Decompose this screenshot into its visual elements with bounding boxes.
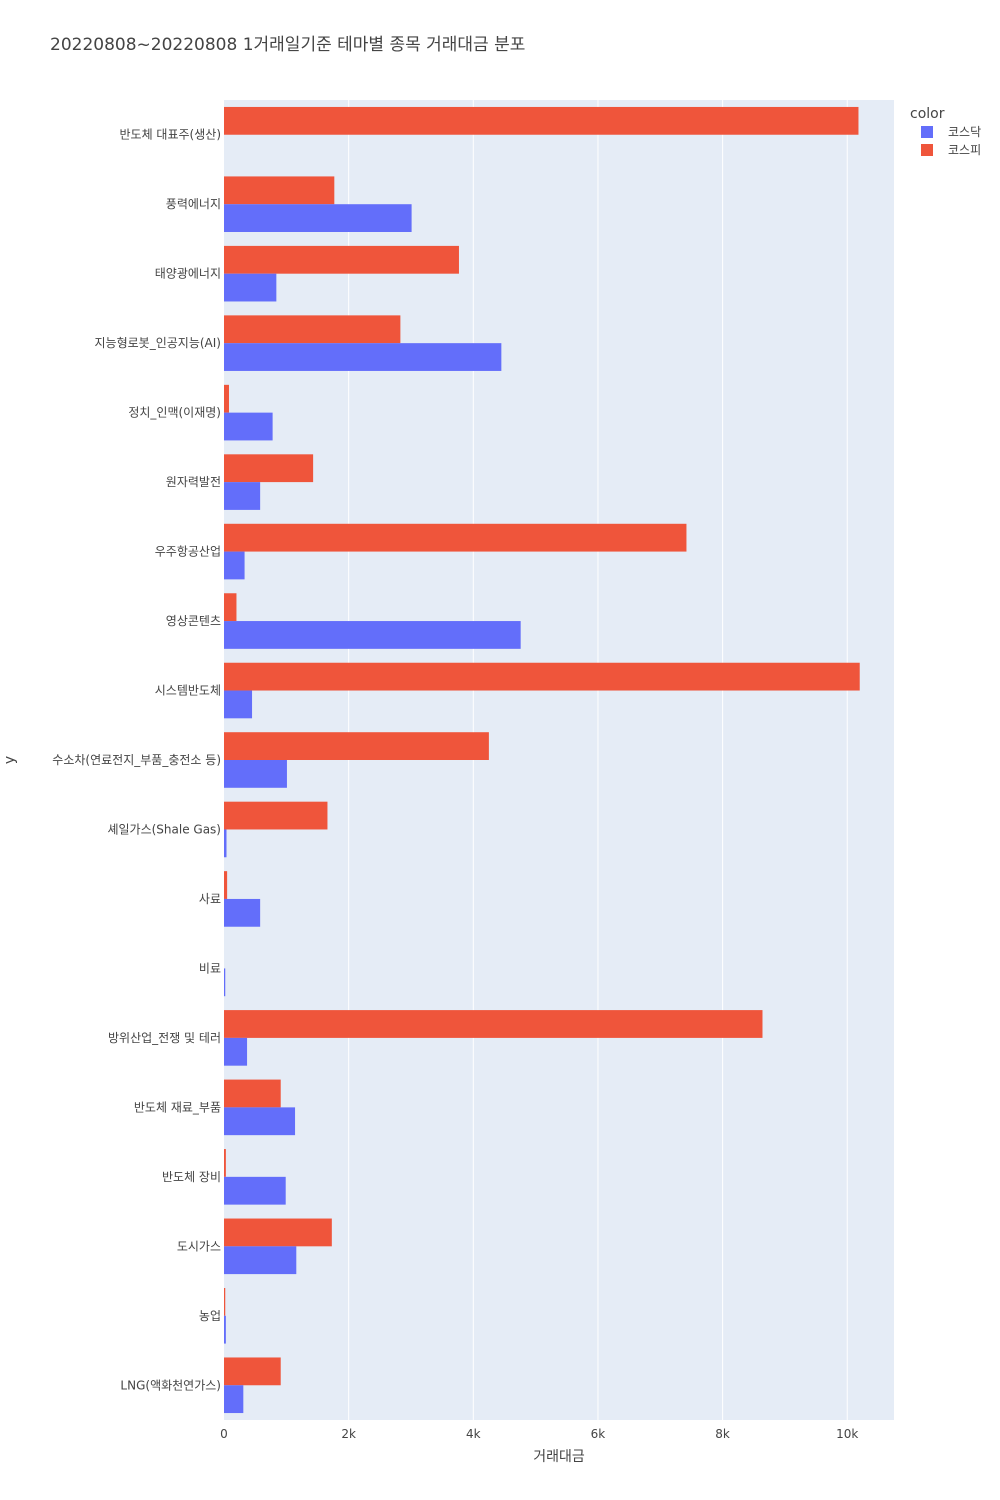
bar-kospi[interactable] [224,1149,226,1177]
y-tick-label: 지능형로봇_인공지능(AI) [95,336,221,350]
legend-swatch[interactable] [921,144,933,156]
bar-kosdaq[interactable] [224,343,502,371]
bars [224,106,860,1414]
y-tick-label: 반도체 대표주(생산) [120,128,222,142]
legend-label[interactable]: 코스닥 [948,125,981,139]
bar-kospi[interactable] [224,384,229,413]
y-tick-label: 반도체 재료_부품 [134,1100,221,1114]
y-tick-label: 반도체 장비 [162,1170,221,1184]
y-tick-label: 원자력발전 [166,475,221,489]
y-tick-label: 풍력에너지 [166,197,221,211]
legend-swatch[interactable] [921,126,933,138]
bar-kospi[interactable] [224,1357,281,1386]
bar-kospi[interactable] [224,454,314,483]
bar-kospi[interactable] [224,871,228,899]
bar-kosdaq[interactable] [224,621,521,649]
bar-kosdaq[interactable] [224,760,287,788]
bar-kospi[interactable] [224,245,459,274]
bar-kosdaq[interactable] [224,1037,248,1066]
y-tick-label: 태양광에너지 [155,267,221,281]
bar-kosdaq[interactable] [224,968,226,997]
y-tick-label: 시스템반도체 [155,684,221,698]
y-tick-label: 비료 [199,961,221,975]
bar-kospi[interactable] [224,662,860,691]
y-tick-label: 정치_인맥(이재명) [128,406,221,420]
y-tick-label: 셰일가스(Shale Gas) [107,822,221,836]
bar-kospi[interactable] [224,106,859,135]
bar-kospi[interactable] [224,593,237,622]
bar-kospi[interactable] [224,176,335,205]
y-tick-label: 방위산업_전쟁 및 테러 [108,1031,221,1045]
bar-kosdaq[interactable] [224,412,273,441]
x-tick-label: 0 [220,1427,228,1441]
y-tick-label: 영상콘텐츠 [166,614,221,628]
bar-kosdaq[interactable] [224,482,261,510]
bar-kospi[interactable] [224,801,328,830]
bar-kosdaq[interactable] [224,204,412,232]
bar-kosdaq[interactable] [224,1176,286,1205]
x-tick-label: 2k [341,1427,356,1441]
x-tick-label: 8k [715,1427,730,1441]
bar-kospi[interactable] [224,315,401,344]
chart-title: 20220808~20220808 1거래일기준 테마별 종목 거래대금 분포 [50,35,525,55]
bar-kosdaq[interactable] [224,551,245,580]
bar-kosdaq[interactable] [224,898,261,927]
y-tick-label: LNG(액화천연가스) [120,1377,221,1392]
bar-kosdaq[interactable] [224,273,277,302]
bar-kosdaq[interactable] [224,690,253,719]
x-tick-label: 10k [836,1427,858,1441]
bar-kospi[interactable] [224,732,489,760]
legend-label[interactable]: 코스피 [948,143,981,157]
bar-kospi[interactable] [224,1218,332,1247]
bar-kosdaq[interactable] [224,1107,296,1136]
y-axis-title: y [2,756,18,764]
bar-kospi[interactable] [224,1079,281,1108]
y-tick-label: 사료 [199,892,221,906]
bar-kosdaq[interactable] [224,829,227,858]
y-tick-label: 수소차(연료전지_부품_충전소 등) [52,753,221,767]
bar-kosdaq[interactable] [224,1315,226,1344]
bar-kospi[interactable] [224,523,687,552]
x-tick-label: 6k [591,1427,606,1441]
bar-kospi[interactable] [224,1010,763,1038]
bar-kospi[interactable] [224,1288,226,1316]
y-tick-label: 농업 [199,1309,221,1323]
legend-title: color [910,106,945,122]
y-tick-label: 도시가스 [177,1239,221,1253]
y-tick-label: 우주항공산업 [155,545,221,559]
x-tick-label: 4k [466,1427,481,1441]
bar-kosdaq[interactable] [224,1385,244,1414]
bar-kosdaq[interactable] [224,1246,297,1275]
x-axis-title: 거래대금 [533,1449,585,1465]
x-tick-labels: 0 2k 4k 6k 8k 10k [220,1427,858,1441]
